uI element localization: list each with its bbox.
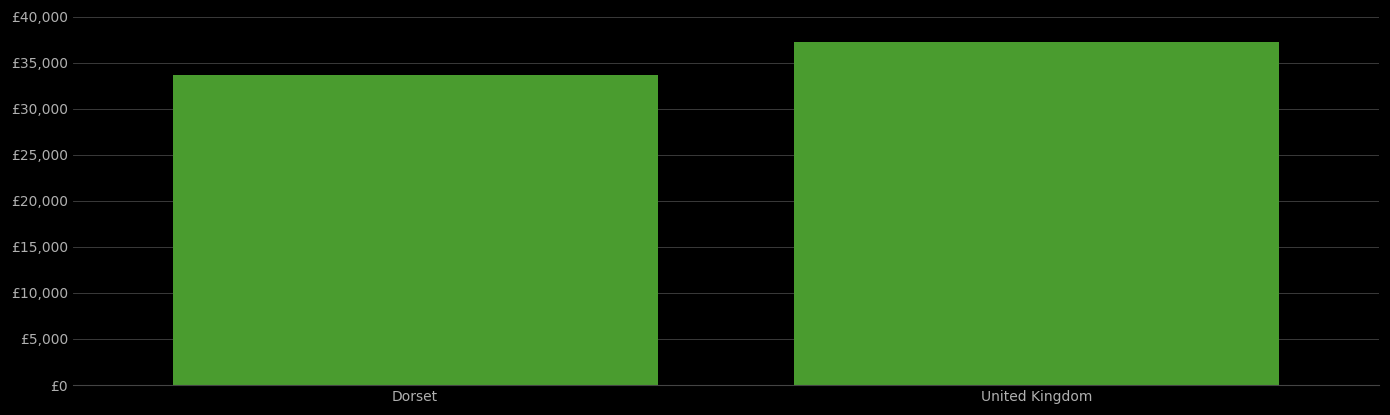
Bar	[172, 75, 657, 385]
Bar	[795, 42, 1279, 385]
